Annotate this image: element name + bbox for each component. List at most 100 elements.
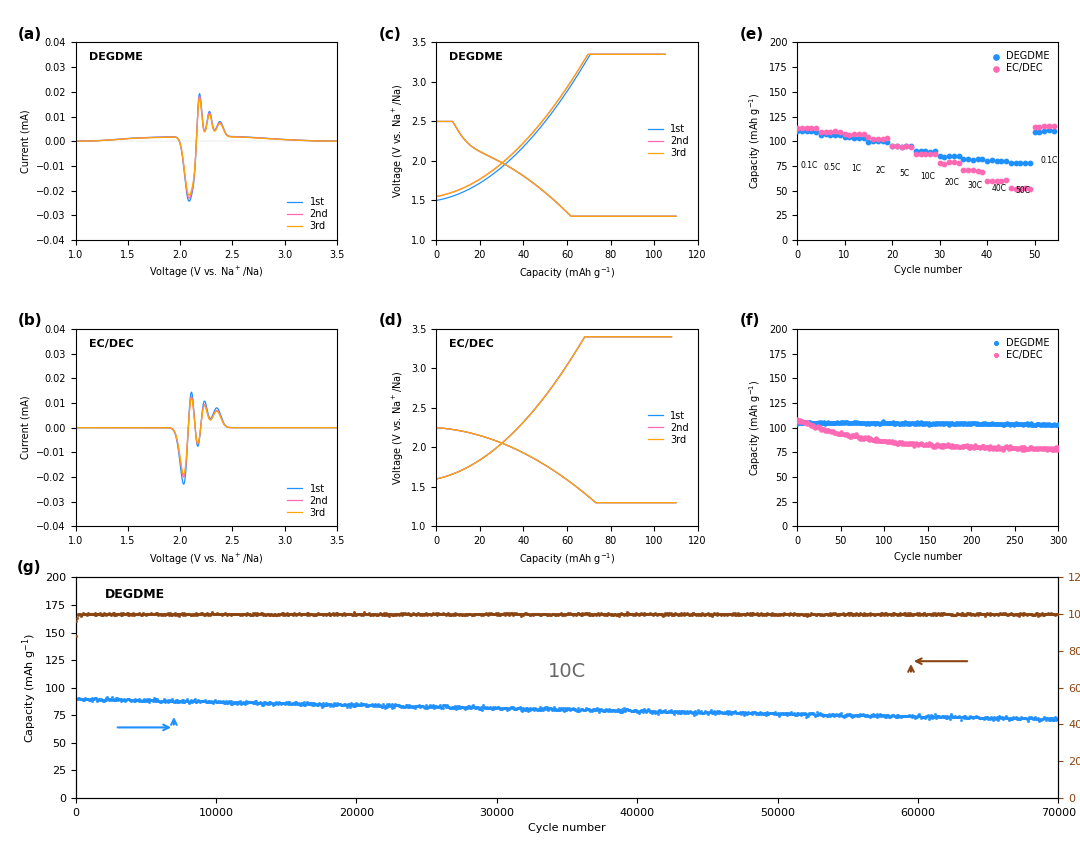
- Point: [672, 608, 689, 621]
- Point: [753, 706, 770, 720]
- EC/DEC: [966, 441, 983, 455]
- Point: [356, 608, 374, 621]
- Point: [580, 608, 597, 621]
- Point: [373, 700, 390, 713]
- Point: [648, 705, 665, 718]
- Point: [988, 607, 1005, 621]
- EC/DEC: [1021, 442, 1038, 456]
- Text: EC/DEC: EC/DEC: [89, 339, 134, 349]
- DEGDME: [792, 416, 809, 430]
- Point: [855, 606, 873, 620]
- Point: [415, 700, 432, 713]
- Point: [294, 696, 311, 710]
- Point: [272, 697, 289, 711]
- Point: [680, 705, 698, 718]
- DEGDME: [855, 416, 873, 430]
- Text: 0.1C: 0.1C: [800, 161, 818, 170]
- Point: [154, 607, 172, 621]
- Point: [279, 608, 296, 621]
- Point: [302, 696, 320, 710]
- Point: [330, 697, 348, 711]
- Point: [988, 712, 1005, 726]
- Point: [100, 693, 118, 706]
- Point: [86, 606, 104, 620]
- EC/DEC: [1012, 441, 1029, 455]
- Point: [323, 607, 340, 621]
- Point: [1002, 607, 1020, 621]
- Point: [118, 693, 135, 706]
- DEGDME: [980, 417, 997, 430]
- DEGDME: [809, 416, 826, 430]
- Point: [407, 607, 424, 621]
- EC/DEC: [852, 430, 869, 444]
- Point: [407, 609, 424, 622]
- Point: [798, 707, 815, 721]
- Point: [779, 708, 796, 722]
- EC/DEC: [967, 438, 984, 452]
- Point: [646, 607, 663, 621]
- EC/DEC: [875, 435, 892, 448]
- Point: [639, 607, 657, 621]
- EC/DEC: [1008, 441, 1025, 455]
- Point: [532, 608, 550, 621]
- Point: [1028, 711, 1045, 725]
- Point: [1036, 711, 1053, 725]
- Point: [213, 608, 230, 621]
- Point: [252, 607, 269, 621]
- Point: [1044, 711, 1062, 725]
- Point: [501, 608, 518, 621]
- Point: [948, 608, 966, 621]
- Point: [391, 699, 408, 712]
- Point: [878, 606, 895, 620]
- Point: [648, 706, 665, 719]
- Point: [570, 607, 588, 621]
- Point: [485, 702, 502, 716]
- Point: [950, 607, 968, 621]
- EC/DEC: [874, 434, 891, 447]
- DEGDME: [851, 417, 868, 430]
- Point: [417, 701, 434, 715]
- Point: [634, 704, 651, 717]
- DEGDME: [876, 416, 893, 430]
- Point: [831, 707, 848, 721]
- Point: [323, 607, 340, 621]
- Point: [243, 694, 260, 708]
- Point: [183, 608, 200, 621]
- Point: [894, 709, 912, 722]
- DEGDME: [870, 417, 888, 430]
- Point: [662, 607, 679, 621]
- Point: [539, 703, 556, 717]
- Point: [748, 706, 766, 720]
- Line: 3rd: 3rd: [76, 98, 337, 195]
- DEGDME: [948, 417, 966, 430]
- EC/DEC: [797, 415, 814, 429]
- Point: [840, 606, 858, 620]
- Point: [922, 708, 940, 722]
- Point: [216, 606, 233, 620]
- DEGDME: [902, 417, 919, 430]
- Point: [201, 695, 218, 709]
- Point: [118, 607, 135, 621]
- Point: [233, 608, 251, 621]
- Point: [339, 608, 356, 621]
- 2nd: [554, 93, 567, 103]
- Point: [802, 706, 820, 720]
- Point: [887, 711, 904, 724]
- Point: [513, 704, 530, 717]
- DEGDME: [912, 144, 929, 158]
- Point: [591, 703, 608, 717]
- Point: [465, 700, 483, 714]
- Point: [95, 694, 112, 707]
- Point: [743, 707, 760, 721]
- Point: [120, 693, 137, 706]
- 2nd: [430, 191, 443, 201]
- Point: [84, 692, 102, 706]
- Text: 50C: 50C: [1015, 186, 1030, 194]
- Point: [337, 607, 354, 621]
- Point: [144, 608, 162, 621]
- Point: [380, 609, 397, 622]
- Point: [1038, 713, 1055, 727]
- Point: [812, 607, 829, 621]
- 1st: [190, 432, 203, 442]
- DEGDME: [814, 416, 832, 430]
